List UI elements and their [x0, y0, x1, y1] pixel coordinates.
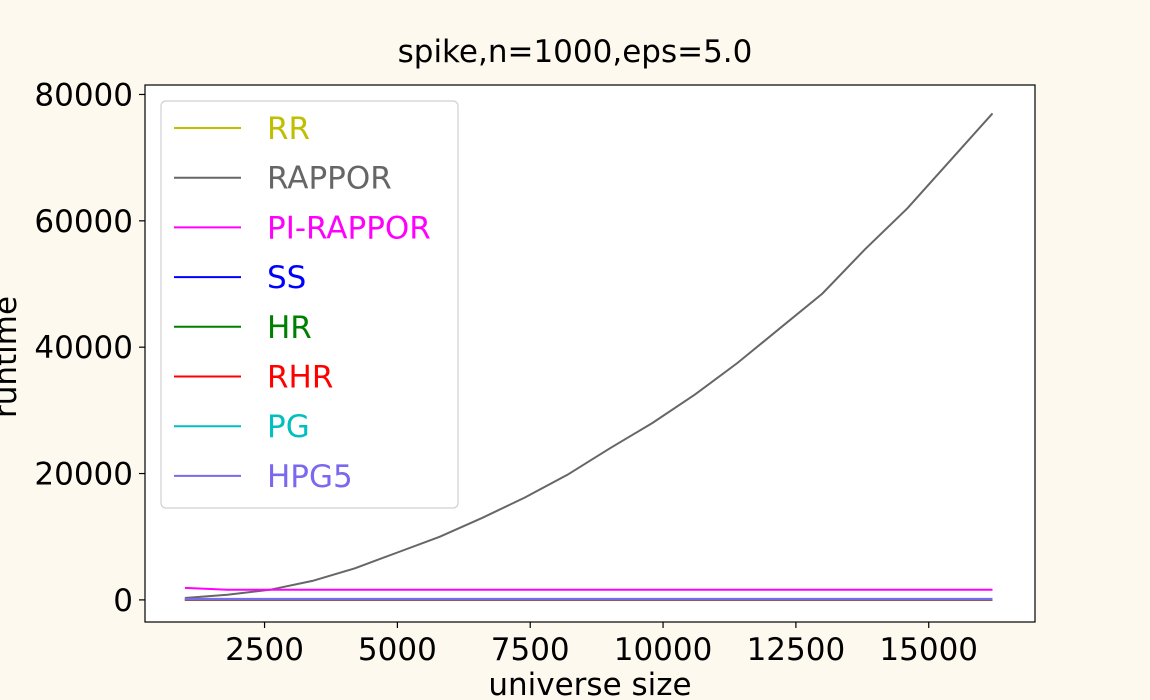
y-axis-ticks: 0 20000 40000 60000 80000	[34, 77, 145, 619]
x-tick-label: 12500	[747, 632, 846, 668]
x-tick-label: 5000	[358, 632, 437, 668]
legend-label-rr: RR	[267, 111, 310, 147]
y-axis-label: runtime	[0, 296, 24, 418]
legend-label-ss: SS	[267, 260, 306, 296]
legend-frame	[160, 100, 459, 509]
y-tick-label: 80000	[34, 77, 133, 113]
y-tick-label: 60000	[34, 204, 133, 240]
x-axis-ticks: 2500 5000 7500 10000 12500 15000	[225, 622, 978, 668]
legend-label-pi-rappor: PI-RAPPOR	[267, 210, 431, 246]
series-line-pi-rappor	[184, 586, 993, 591]
legend: RR RAPPOR PI-RAPPOR SS HR RHR PG HPG5	[160, 100, 459, 509]
x-tick-label: 7500	[491, 632, 570, 668]
legend-label-rhr: RHR	[267, 360, 333, 396]
x-tick-label: 10000	[614, 632, 713, 668]
series-layer	[184, 112, 994, 601]
y-tick-label: 20000	[34, 457, 133, 493]
x-tick-label: 2500	[225, 632, 304, 668]
y-tick-label: 40000	[34, 330, 133, 366]
x-tick-label: 15000	[879, 632, 978, 668]
y-tick-label: 0	[113, 583, 133, 619]
legend-label-hpg5: HPG5	[267, 459, 353, 495]
chart-title: spike,n=1000,eps=5.0	[398, 34, 753, 70]
series-line-rappor	[184, 112, 994, 599]
legend-label-rappor: RAPPOR	[267, 161, 392, 197]
x-axis-label: universe size	[488, 667, 691, 700]
legend-label-pg: PG	[267, 409, 310, 445]
legend-label-hr: HR	[267, 310, 312, 346]
